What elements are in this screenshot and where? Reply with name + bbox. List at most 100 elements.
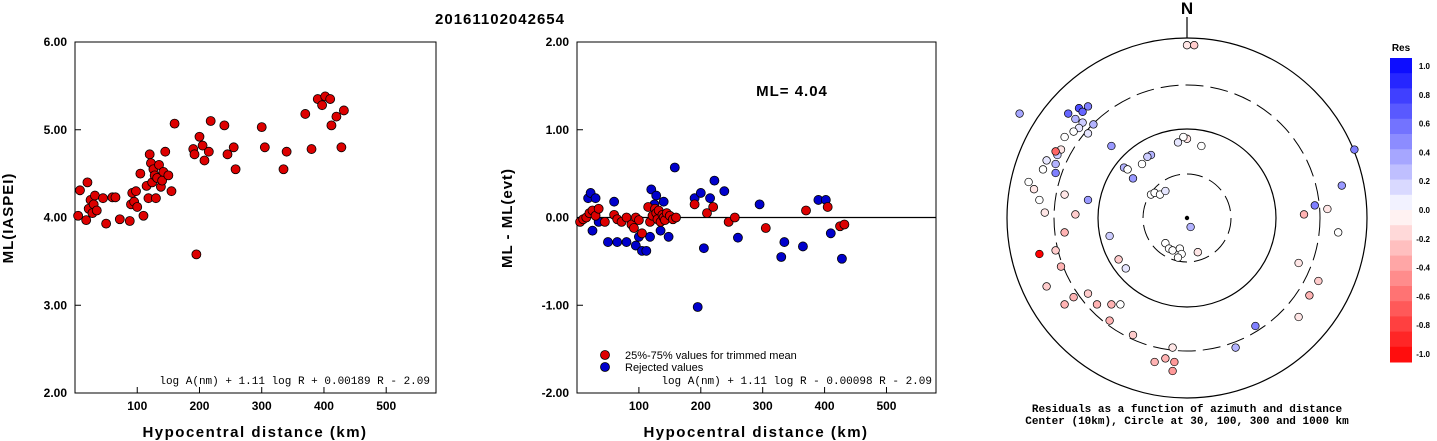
- data-point: [110, 192, 121, 203]
- figure-title: 20161102042654: [435, 11, 565, 28]
- station-marker: [1035, 249, 1044, 259]
- rejected-point: [709, 175, 720, 186]
- station-marker: [1121, 264, 1130, 273]
- station-marker: [1231, 343, 1240, 352]
- rejected-point: [612, 237, 623, 247]
- trimmed-point: [689, 199, 700, 210]
- rejected-point: [645, 231, 655, 242]
- trimmed-point: [702, 208, 712, 219]
- trimmed-point: [760, 223, 771, 233]
- y-tick-label: 5.00: [44, 123, 68, 137]
- station-marker: [1107, 300, 1116, 309]
- station-marker: [1042, 156, 1051, 165]
- station-marker: [1056, 262, 1066, 271]
- colorbar-cell: [1390, 58, 1412, 74]
- data-point: [131, 186, 141, 197]
- data-point: [169, 118, 180, 129]
- trimmed-point: [633, 215, 644, 226]
- panel-polar-residuals: N Residuals as a function of azimuth and…: [1006, 0, 1368, 428]
- y-tick-label: 3.00: [44, 298, 68, 312]
- station-marker: [1015, 109, 1024, 118]
- data-point: [81, 215, 92, 226]
- data-point: [259, 142, 270, 153]
- x-tick-label: 200: [189, 399, 209, 413]
- data-point: [194, 131, 205, 142]
- data-point: [256, 122, 267, 133]
- legend-label-trimmed: 25%-75% values for trimmed mean: [625, 350, 797, 362]
- x-axis-label: Hypocentral distance (km): [643, 424, 868, 441]
- station-marker: [1186, 222, 1195, 232]
- station-marker: [1190, 41, 1199, 50]
- colorbar-cell: [1390, 134, 1412, 150]
- rejected-point: [669, 162, 680, 173]
- data-point: [228, 142, 239, 153]
- station-marker: [1168, 246, 1177, 255]
- data-point: [144, 149, 155, 160]
- station-marker: [1051, 168, 1060, 178]
- rejected-point: [630, 240, 641, 251]
- rejected-point: [590, 193, 601, 204]
- x-tick-labels: 100 200 300 400 500: [127, 387, 397, 413]
- x-tick-label: 500: [376, 399, 396, 413]
- colorbar-tick-label: -0.6: [1416, 292, 1430, 301]
- x-axis-label: Hypocentral distance (km): [142, 424, 367, 441]
- station-marker: [1040, 208, 1049, 217]
- epicenter-marker: [1184, 215, 1190, 221]
- rejected-point: [651, 190, 662, 201]
- station-marker: [1024, 177, 1033, 187]
- colorbar-tick-label: 0.8: [1419, 91, 1431, 100]
- legend: 25%-75% values for trimmed mean Rejected…: [600, 350, 797, 374]
- station-marker: [1051, 246, 1060, 255]
- polar-caption-line1: Residuals as a function of azimuth and d…: [1032, 404, 1343, 416]
- station-marker: [1083, 289, 1093, 298]
- colorbar-cell: [1390, 164, 1412, 181]
- colorbar-tick-label: 1.0: [1419, 62, 1431, 71]
- data-point: [82, 177, 93, 188]
- data-point: [75, 185, 85, 196]
- x-tick-label: 400: [314, 399, 334, 413]
- y-tick-label: 6.00: [44, 35, 68, 49]
- rejected-point: [641, 245, 652, 256]
- trimmed-point: [637, 228, 647, 239]
- rejected-point: [692, 302, 703, 312]
- outer-circle-1000km: [1006, 37, 1368, 399]
- station-marker: [1350, 145, 1359, 154]
- station-marker: [1128, 174, 1138, 183]
- rejected-point: [779, 237, 790, 247]
- data-point: [281, 146, 292, 157]
- data-points: [73, 91, 349, 260]
- rejected-point: [658, 196, 669, 207]
- rejected-point: [798, 241, 808, 252]
- rejected-point: [621, 237, 632, 247]
- colorbar-tick-label: -0.4: [1416, 264, 1430, 273]
- trimmed-point: [708, 202, 719, 212]
- data-point: [219, 120, 230, 131]
- data-point: [197, 140, 208, 151]
- data-point: [199, 155, 210, 166]
- station-marker: [1123, 165, 1132, 174]
- north-label: N: [1181, 0, 1193, 18]
- station-marker: [1060, 190, 1069, 199]
- station-marker: [1314, 276, 1323, 286]
- legend-marker-rejected: [600, 362, 610, 372]
- colorbar-cell: [1390, 179, 1412, 196]
- station-marker: [1071, 114, 1080, 124]
- y-tick-label: 0.00: [546, 211, 570, 225]
- rejected-point: [825, 228, 836, 239]
- data-point: [317, 100, 327, 111]
- rejected-point: [698, 243, 709, 254]
- trimmed-point: [822, 202, 833, 212]
- colorbar-cell: [1390, 331, 1412, 348]
- station-marker: [1051, 159, 1060, 169]
- rejected-point: [603, 237, 613, 247]
- x-tick-labels: 100 200 300 400 500: [629, 387, 897, 413]
- station-marker: [1251, 321, 1260, 331]
- station-marker: [1116, 300, 1125, 309]
- circle-30km: [1142, 173, 1232, 263]
- trimmed-point: [801, 205, 811, 216]
- station-marker: [1179, 132, 1188, 142]
- trimmed-point: [729, 212, 740, 223]
- formula-label: log A(nm) + 1.11 log R - 0.00098 R - 2.0…: [661, 376, 932, 388]
- panel-ml-residual: 100 200 300 400 500 -2.00 -1.00 0.00 1.00 2.00 H…: [499, 35, 937, 441]
